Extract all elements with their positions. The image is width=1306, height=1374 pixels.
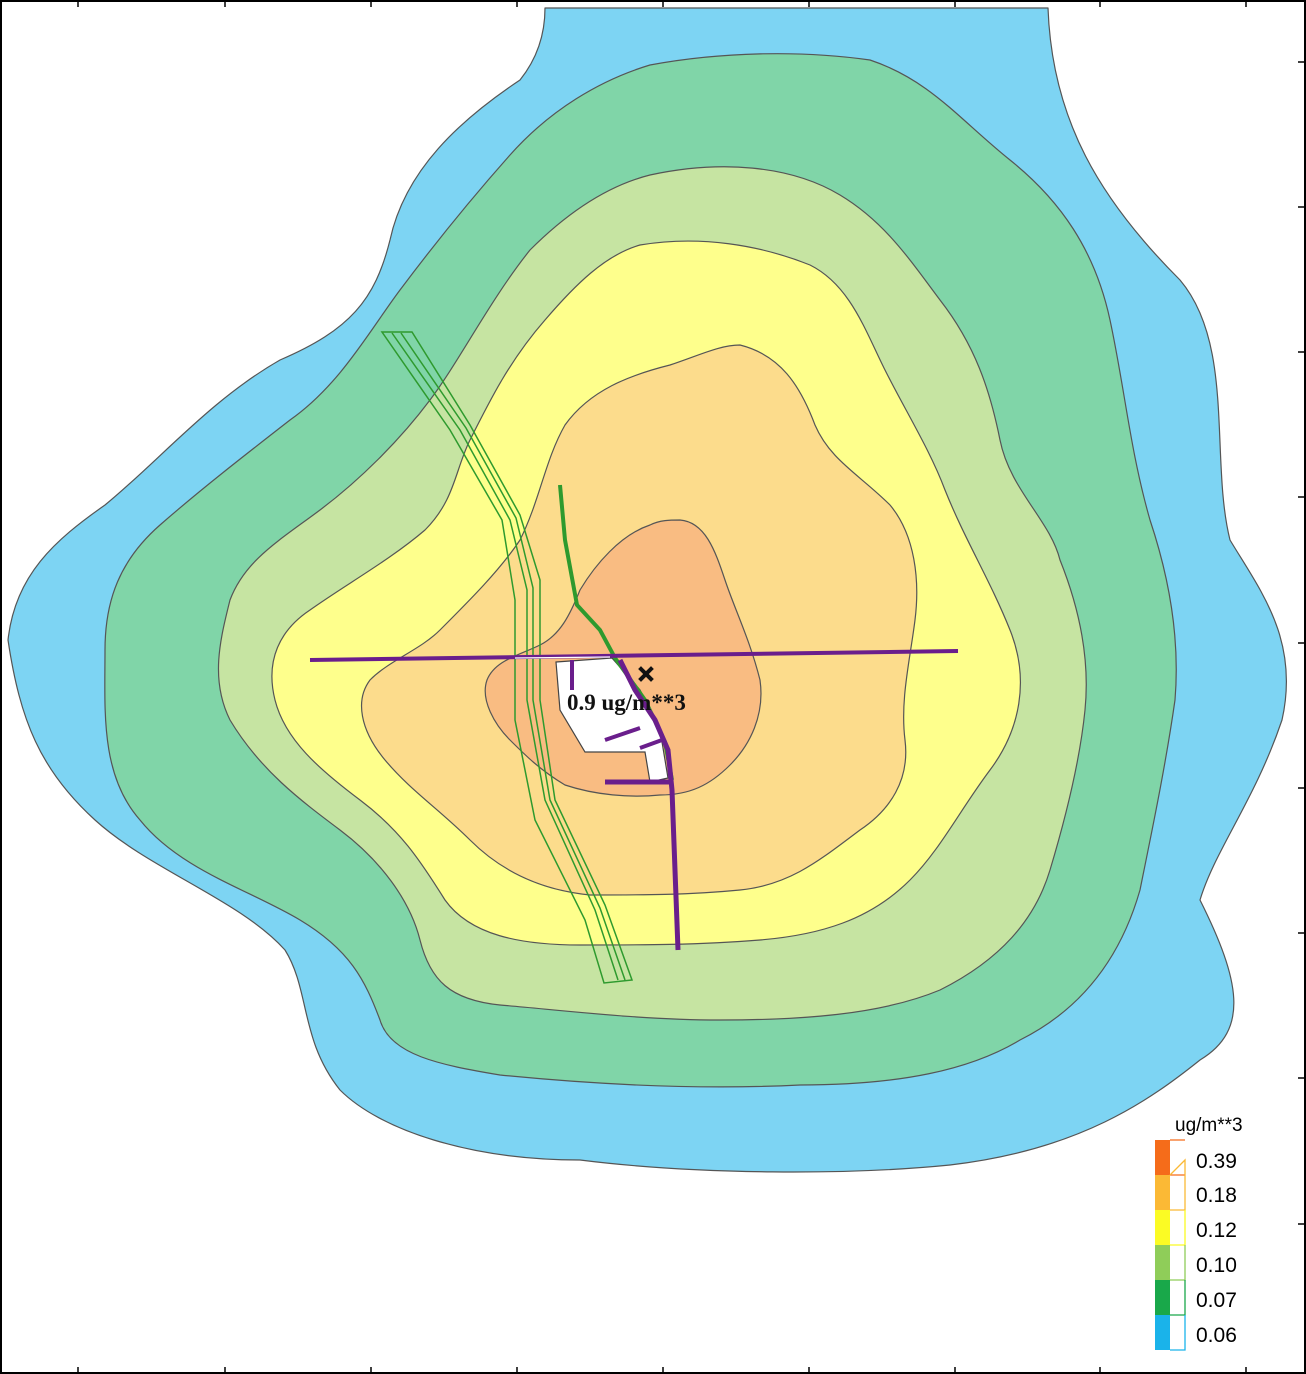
legend: ug/m**3 0.39 0.18 0.12 0.10 0.07 0.06 — [1155, 1115, 1243, 1351]
legend-swatch-0-12 — [1155, 1210, 1170, 1245]
legend-label-0-39: 0.39 — [1196, 1150, 1237, 1173]
legend-label-0-10: 0.10 — [1196, 1254, 1237, 1277]
legend-swatch-0-06 — [1155, 1315, 1170, 1350]
bottom-axis-ticks — [77, 1367, 1247, 1374]
legend-label-0-07: 0.07 — [1196, 1289, 1237, 1312]
legend-swatch-0-39 — [1155, 1140, 1170, 1175]
x-marker-icon — [638, 666, 654, 682]
legend-label-0-18: 0.18 — [1196, 1184, 1237, 1207]
legend-title: ug/m**3 — [1175, 1115, 1243, 1136]
legend-label-0-12: 0.12 — [1196, 1219, 1237, 1242]
legend-swatch-0-07 — [1155, 1280, 1170, 1315]
legend-label-0-06: 0.06 — [1196, 1324, 1237, 1347]
green-road-corridor — [380, 331, 634, 984]
legend-swatch-0-18 — [1155, 1175, 1170, 1210]
top-axis-ticks — [77, 0, 1247, 7]
contour-band-0-39 — [484, 519, 762, 797]
legend-brackets — [1169, 1139, 1186, 1351]
max-concentration-label: 0.9 ug/m**3 — [567, 690, 686, 715]
purple-road-network — [309, 649, 959, 951]
right-axis-ticks — [1298, 61, 1306, 1225]
legend-swatch-0-10 — [1155, 1245, 1170, 1280]
